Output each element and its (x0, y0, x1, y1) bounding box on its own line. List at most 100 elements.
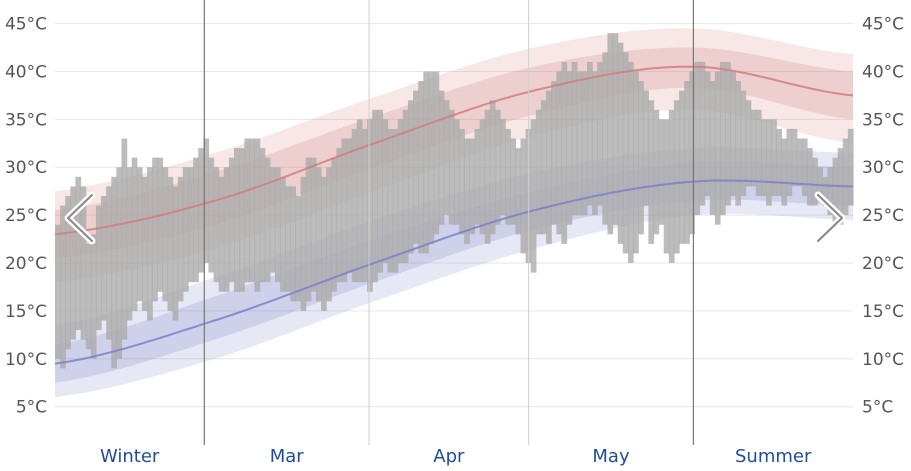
daily-range-bar (116, 167, 123, 359)
daily-range-bar (244, 138, 250, 283)
daily-range-bar (55, 224, 61, 359)
daily-range-bar (745, 100, 752, 187)
daily-range-bar (755, 109, 762, 196)
y-tick-label-right: 35°C (862, 110, 904, 130)
x-tick-label[interactable]: Apr (433, 446, 465, 467)
daily-range-bar (592, 71, 598, 216)
daily-range-bar (786, 128, 793, 196)
daily-range-bar (551, 81, 557, 225)
y-axis-left: 5°C 10°C 15°C 20°C 25°C 30°C 35°C 40°C 45°C (5, 15, 47, 418)
daily-range-bar (188, 167, 194, 283)
y-tick-label-left: 25°C (5, 206, 47, 226)
daily-range-bar (515, 148, 522, 235)
x-tick-label[interactable]: Winter (100, 446, 160, 467)
daily-range-bar (801, 138, 808, 196)
y-tick-label-right: 30°C (862, 158, 904, 178)
daily-range-bar (254, 138, 261, 292)
daily-range-bar (720, 61, 726, 216)
daily-range-bar (668, 109, 675, 264)
y-tick-label-left: 20°C (5, 254, 47, 274)
daily-range-bar (581, 71, 588, 216)
daily-range-bar (494, 109, 501, 225)
daily-range-bar (80, 186, 87, 340)
daily-range-bar (791, 128, 798, 187)
daily-range-bar (459, 128, 465, 235)
daily-range-bar (305, 157, 312, 302)
daily-range-bar (663, 119, 670, 254)
daily-range-bar (193, 157, 199, 283)
daily-range-bar (653, 109, 660, 235)
next-button[interactable] (814, 191, 846, 245)
daily-range-bar (530, 119, 537, 273)
daily-range-bar (812, 157, 818, 206)
prev-button[interactable] (64, 191, 96, 245)
daily-range-bar (326, 167, 332, 302)
y-tick-label-right: 20°C (862, 254, 904, 274)
daily-range-bar (484, 109, 491, 244)
daily-range-bar (162, 167, 169, 302)
daily-range-bar (474, 128, 481, 225)
daily-range-bar (781, 138, 788, 206)
daily-range-bar (367, 119, 373, 292)
daily-range-bar (264, 157, 271, 283)
daily-range-bar (510, 138, 516, 225)
daily-range-bar (418, 81, 424, 254)
daily-range-bar (341, 138, 348, 283)
daily-range-bar (735, 81, 742, 206)
daily-range-bar (157, 157, 164, 292)
daily-range-bar (382, 119, 389, 264)
chevron-left-icon-outline (66, 193, 94, 243)
x-tick-label[interactable]: May (592, 446, 630, 467)
daily-range-bar (627, 61, 634, 264)
daily-range-bar (832, 157, 839, 225)
chevron-right-icon-outline (816, 193, 844, 243)
daily-range-bar (213, 167, 220, 283)
daily-range-bar (540, 100, 547, 235)
daily-range-bar (407, 100, 414, 254)
daily-range-bar (321, 176, 327, 311)
daily-range-bar (679, 90, 685, 244)
series-lines (54, 65, 854, 365)
daily-range-bar (280, 176, 286, 292)
daily-range-bar (106, 186, 112, 340)
daily-range-bar (387, 128, 394, 273)
daily-range-bar (469, 138, 476, 235)
daily-range-bar (90, 234, 97, 359)
daily-range-bar (633, 71, 639, 254)
daily-range-bar (597, 61, 603, 206)
daily-range-bar (454, 119, 460, 225)
x-axis: Winter Mar Apr May Summer (100, 446, 812, 467)
daily-range-bar (699, 61, 706, 206)
daily-range-bar (131, 157, 138, 311)
daily-range-bar (147, 167, 153, 321)
x-tick-label[interactable]: Mar (270, 446, 305, 467)
daily-range-bar (198, 148, 204, 273)
daily-range-bar (269, 167, 276, 273)
daily-range-bar (561, 61, 568, 244)
daily-range-bar (520, 138, 527, 254)
daily-range-bar (638, 81, 644, 235)
daily-range-bar (464, 138, 470, 244)
daily-range-bar (172, 186, 179, 321)
daily-range-bar (766, 119, 772, 206)
y-tick-label-left: 10°C (5, 350, 47, 370)
daily-range-bar (796, 138, 803, 187)
daily-range-bar (126, 167, 133, 321)
daily-range-bar (300, 176, 307, 311)
daily-range-bar (817, 167, 823, 196)
y-tick-label-left: 5°C (16, 398, 47, 418)
daily-range-bar (392, 128, 399, 273)
daily-range-bar (60, 205, 66, 369)
daily-range-bar (152, 157, 158, 302)
daily-range-bar (684, 81, 690, 244)
x-tick-label[interactable]: Summer (735, 446, 812, 467)
daily-range-bar (346, 138, 353, 273)
daily-range-bar (709, 81, 716, 216)
daily-range-bar (70, 186, 77, 340)
daily-range-bar (336, 148, 343, 283)
daily-range-bar (203, 138, 210, 264)
daily-range-bar (136, 167, 143, 302)
y-tick-label-left: 35°C (5, 110, 47, 130)
daily-range-bar (822, 176, 829, 206)
